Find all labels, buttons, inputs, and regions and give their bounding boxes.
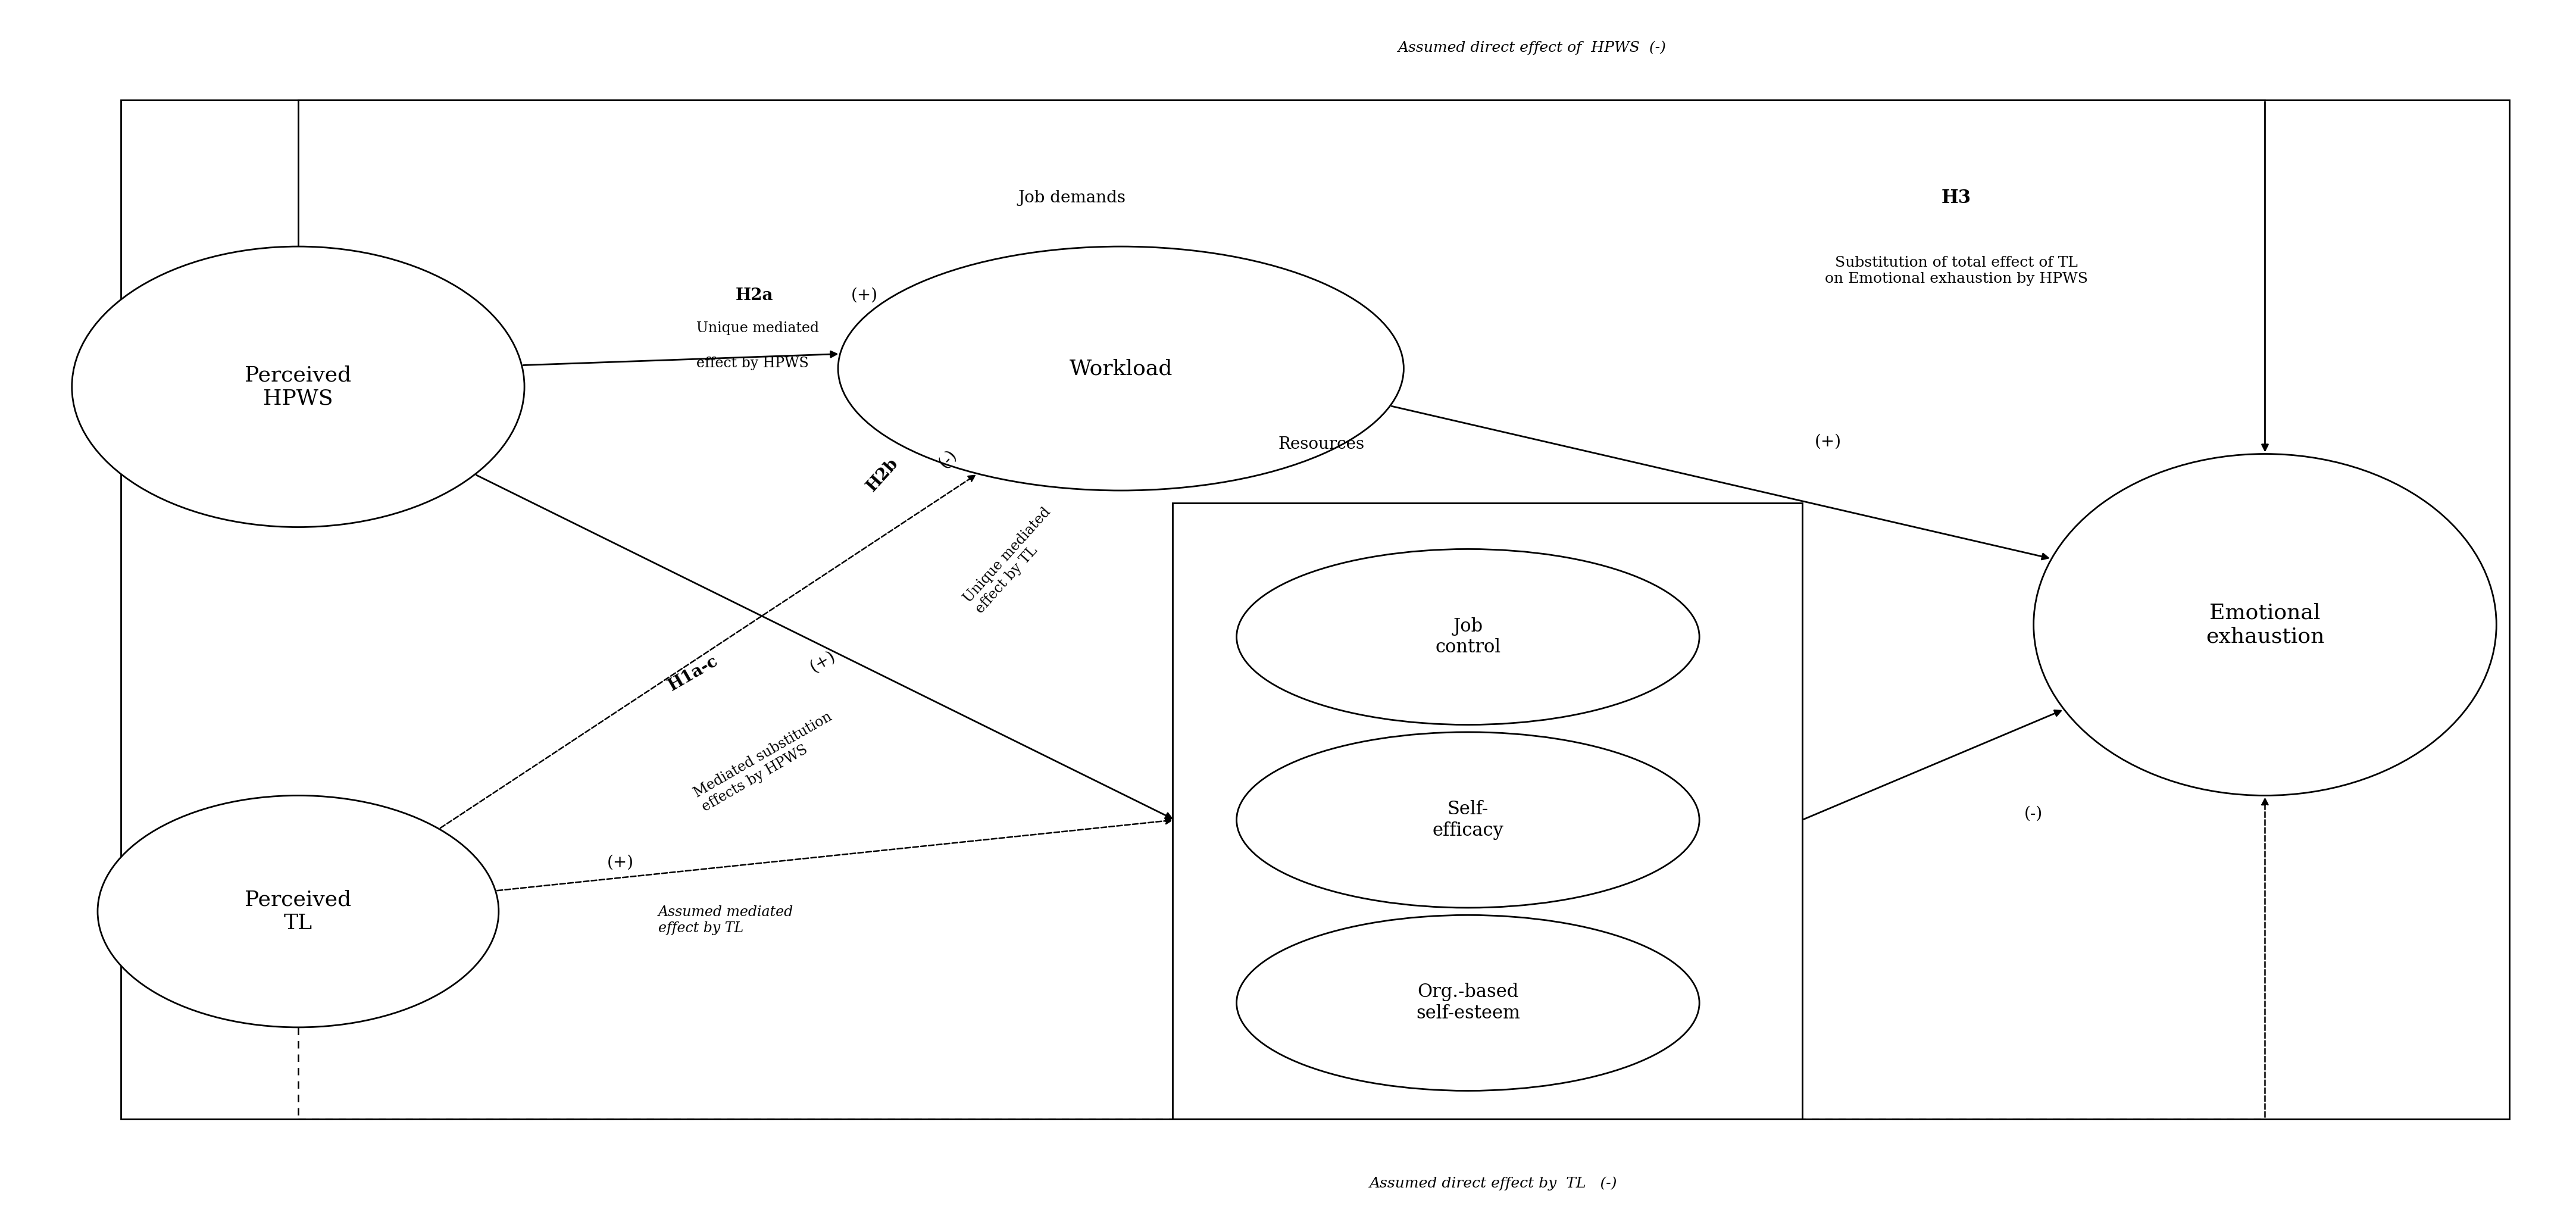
Ellipse shape	[1236, 915, 1700, 1090]
Text: Assumed direct effect of  HPWS  (-): Assumed direct effect of HPWS (-)	[1399, 40, 1667, 55]
Text: Substitution of total effect of TL
on Emotional exhaustion by HPWS: Substitution of total effect of TL on Em…	[1824, 256, 2089, 285]
Ellipse shape	[1236, 549, 1700, 725]
Text: Assumed mediated
effect by TL: Assumed mediated effect by TL	[657, 905, 793, 935]
Text: Job demands: Job demands	[1018, 190, 1126, 206]
Text: H1a-c: H1a-c	[665, 653, 721, 695]
Text: (+): (+)	[608, 855, 634, 871]
Text: Perceived
HPWS: Perceived HPWS	[245, 365, 350, 409]
Ellipse shape	[98, 795, 500, 1028]
Text: (-): (-)	[935, 446, 961, 472]
Text: (-): (-)	[2025, 806, 2043, 822]
Text: Org.-based
self-esteem: Org.-based self-esteem	[1417, 982, 1520, 1023]
Bar	[121, 100, 2509, 1118]
Text: Job
control: Job control	[1435, 617, 1502, 657]
Text: Assumed direct effect by  TL   (-): Assumed direct effect by TL (-)	[1370, 1176, 1618, 1191]
Text: H2a: H2a	[734, 287, 773, 304]
Text: H2b: H2b	[863, 454, 902, 495]
Bar	[1172, 502, 1803, 1118]
Ellipse shape	[1236, 733, 1700, 908]
Ellipse shape	[72, 246, 526, 527]
Text: (+): (+)	[806, 648, 840, 675]
Text: (+): (+)	[1814, 434, 1842, 450]
Text: Resources: Resources	[1278, 436, 1365, 452]
Text: effect by HPWS: effect by HPWS	[696, 356, 809, 370]
Text: Unique mediated: Unique mediated	[696, 321, 819, 336]
Text: Workload: Workload	[1069, 359, 1172, 379]
Ellipse shape	[2032, 454, 2496, 795]
Text: Mediated substitution
effects by HPWS: Mediated substitution effects by HPWS	[690, 710, 842, 815]
Text: (+): (+)	[850, 287, 878, 304]
Text: Emotional
exhaustion: Emotional exhaustion	[2205, 603, 2324, 647]
Text: Unique mediated
effect by TL: Unique mediated effect by TL	[961, 505, 1066, 616]
Text: H3: H3	[1942, 189, 1971, 207]
Text: Perceived
TL: Perceived TL	[245, 889, 350, 933]
Text: Self-
efficacy: Self- efficacy	[1432, 800, 1504, 840]
Ellipse shape	[837, 246, 1404, 490]
